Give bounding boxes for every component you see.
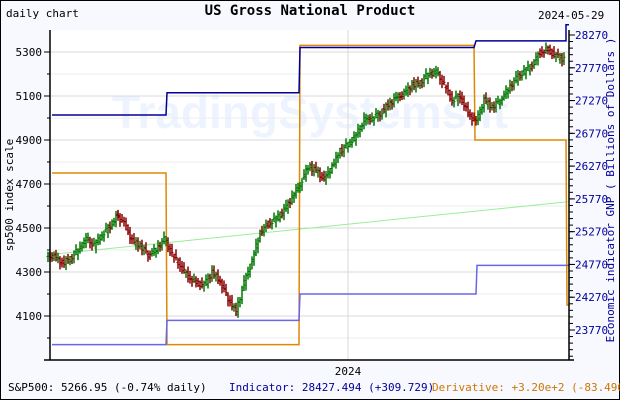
- left-tick-label: 5300: [16, 46, 43, 59]
- left-tick-label: 5100: [16, 90, 43, 103]
- left-tick-label: 4100: [16, 310, 43, 323]
- derivative-line: [52, 44, 569, 346]
- right-tick-label: 24770: [575, 258, 608, 271]
- left-tick-label: 4700: [16, 178, 43, 191]
- left-tick-label: 4900: [16, 134, 43, 147]
- price-bars: [46, 42, 566, 318]
- indicator-light-line: [52, 264, 569, 346]
- derivative-status: Derivative: +3.20e+2 (-83.496): [432, 381, 620, 394]
- right-tick-label: 26270: [575, 160, 608, 173]
- chart-type-label: daily chart: [6, 7, 79, 20]
- right-tick-label: 27770: [575, 62, 608, 75]
- watermark: TradingSystems.it: [112, 86, 508, 138]
- right-axis-title: Economic indicator GNP ( Billions of Dol…: [604, 38, 617, 343]
- left-tick-label: 4300: [16, 266, 43, 279]
- right-tick-label: 23770: [575, 324, 608, 337]
- indicator-status: Indicator: 28427.494 (+309.729): [229, 381, 435, 394]
- indicator-line: [52, 23, 569, 116]
- right-tick-label: 28270: [575, 29, 608, 42]
- right-tick-label: 25770: [575, 193, 608, 206]
- right-tick-label: 24270: [575, 291, 608, 304]
- plot-area: [50, 30, 569, 360]
- chart-title: US Gross National Product: [204, 3, 416, 19]
- sp500-status: S&P500: 5266.95 (-0.74% daily): [8, 381, 207, 394]
- left-axis-title: sp500 index scale: [3, 139, 16, 252]
- chart-date: 2024-05-29: [538, 9, 605, 22]
- right-tick-label: 25270: [575, 226, 608, 239]
- left-tick-label: 4500: [16, 222, 43, 235]
- right-tick-label: 27270: [575, 95, 608, 108]
- x-tick-label: 2024: [335, 365, 362, 378]
- right-tick-label: 26770: [575, 127, 608, 140]
